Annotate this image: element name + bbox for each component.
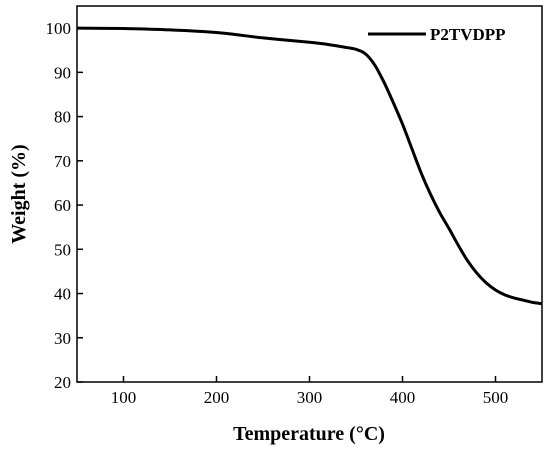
- y-tick-label: 60: [54, 196, 71, 215]
- legend: P2TVDPP: [368, 25, 506, 44]
- label-layer: 100 200 300 400 500 20 30 40 50 60 70 80 90 100: [46, 19, 509, 407]
- x-axis-title: Temperature (°C): [233, 423, 385, 445]
- y-tick-label: 20: [54, 373, 71, 392]
- x-tick-label: 100: [111, 388, 137, 407]
- y-tick-label: 30: [54, 329, 71, 348]
- x-tick-label: 500: [483, 388, 509, 407]
- y-tick-label: 90: [54, 63, 71, 82]
- x-tick-label: 200: [204, 388, 230, 407]
- x-tick-label: 300: [297, 388, 323, 407]
- plot-layer: [76, 26, 543, 306]
- y-tick-label: 70: [54, 152, 71, 171]
- y-tick-label: 80: [54, 108, 71, 127]
- legend-label-p2tvdpp: P2TVDPP: [430, 25, 506, 44]
- x-tick-label: 400: [390, 388, 416, 407]
- y-tick-label: 100: [46, 19, 72, 38]
- tick-layer: [77, 27, 497, 383]
- y-tick-label: 40: [54, 285, 71, 304]
- y-axis-title: Weight (%): [8, 144, 30, 243]
- y-tick-label: 50: [54, 240, 71, 259]
- series-line-p2tvdpp: [76, 26, 543, 306]
- plot-frame: [76, 5, 543, 383]
